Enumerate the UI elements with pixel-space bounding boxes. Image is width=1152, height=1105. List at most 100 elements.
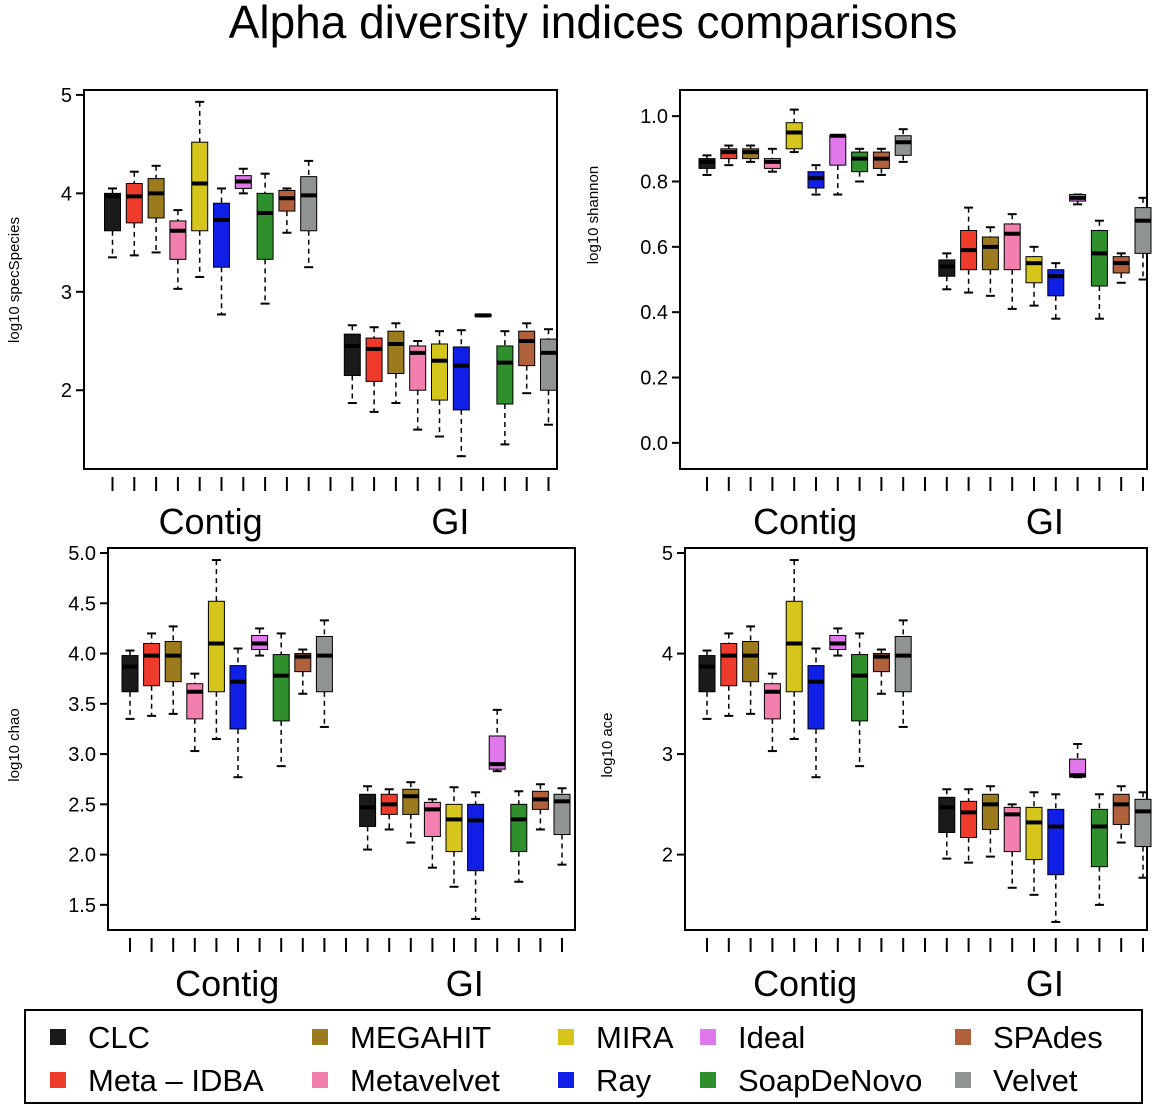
y-tick-label: 4 <box>61 183 72 205</box>
box-contig-ray <box>213 202 230 268</box>
box-gi-soapdenovo <box>1090 229 1108 287</box>
legend-label-ideal: Ideal <box>738 1020 805 1055</box>
box-gi-ideal <box>1069 758 1087 778</box>
box-contig-soapdenovo <box>256 192 274 260</box>
y-tick-label: 2.0 <box>68 845 96 867</box>
box-gi-spades <box>1112 793 1130 825</box>
box-contig-velvet <box>894 135 912 156</box>
box-contig-mira <box>191 141 209 232</box>
box-gi-velvet <box>553 793 571 836</box>
box-gi-velvet <box>540 338 557 391</box>
legend-frame <box>24 1009 1143 1104</box>
y-axis-label: log10 ace <box>599 712 616 777</box>
box-contig-ray <box>807 665 825 730</box>
legend-label-soapdenovo: SoapDeNovo <box>738 1063 922 1098</box>
plot-frame <box>107 547 576 931</box>
box-gi-clc <box>938 796 956 833</box>
y-axis-label: log10 shannon <box>585 166 602 264</box>
y-tick-label: 3 <box>61 282 72 304</box>
legend-swatch-velvet <box>955 1072 971 1088</box>
box-gi-metavelvet <box>409 345 427 391</box>
y-tick-label: 0.2 <box>640 368 668 390</box>
legend-swatch-mira <box>558 1029 574 1045</box>
box-gi-spades <box>518 330 536 367</box>
box-contig-velvet <box>894 635 912 693</box>
y-tick-label: 0.8 <box>640 171 668 193</box>
legend-swatch-spades <box>955 1029 971 1045</box>
y-tick-label: 4 <box>662 644 673 666</box>
y-tick-label: 5.0 <box>68 543 96 565</box>
box-gi-clc <box>343 333 361 376</box>
box-contig-meta-idba <box>143 643 161 687</box>
legend-label-spades: SPAdes <box>993 1020 1103 1055</box>
box-contig-clc <box>698 655 716 693</box>
legend-swatch-ideal <box>700 1029 716 1045</box>
box-gi-meta-idba <box>365 337 383 382</box>
legend-swatch-ray <box>558 1072 574 1088</box>
box-contig-ray <box>229 665 247 730</box>
box-gi-meta-idba <box>960 800 978 839</box>
group-label-gi: GI <box>1026 963 1064 1004</box>
legend-label-clc: CLC <box>88 1020 150 1055</box>
legend-swatch-megahit <box>312 1029 328 1045</box>
legend-swatch-meta-idba <box>50 1072 66 1088</box>
box-contig-velvet <box>315 635 333 693</box>
box-gi-megahit <box>402 788 420 815</box>
legend-label-megahit: MEGAHIT <box>350 1020 491 1055</box>
panel-ace: 2 3 4 5 log10 ace Contig GI <box>599 543 1152 1004</box>
box-gi-metavelvet <box>1003 806 1021 853</box>
box-contig-meta-idba <box>720 643 738 687</box>
box-gi-ray <box>1047 269 1065 297</box>
box-gi-soapdenovo <box>1090 808 1108 868</box>
box-gi-clc <box>359 793 377 827</box>
box-gi-metavelvet <box>1003 223 1021 271</box>
legend-label-ray: Ray <box>596 1063 652 1098</box>
plot-frame <box>684 547 1148 931</box>
legend-label-velvet: Velvet <box>993 1063 1078 1098</box>
y-tick-label: 0.4 <box>640 302 668 324</box>
box-contig-meta-idba <box>125 183 143 224</box>
legend-label-meta-idba: Meta – IDBA <box>88 1063 264 1098</box>
y-tick-label: 0.6 <box>640 237 668 259</box>
box-gi-soapdenovo <box>496 345 514 405</box>
group-label-contig: Contig <box>175 963 279 1004</box>
box-gi-mira <box>1025 806 1043 861</box>
y-tick-label: 2 <box>662 845 673 867</box>
legend-label-mira: MIRA <box>596 1020 674 1055</box>
group-label-contig: Contig <box>753 501 857 542</box>
box-gi-ideal <box>488 735 506 770</box>
box-gi-soapdenovo <box>510 803 528 853</box>
box-contig-spades <box>278 189 296 212</box>
box-contig-metavelvet <box>186 683 204 720</box>
y-tick-label: 3.5 <box>68 694 96 716</box>
y-tick-label: 5 <box>61 85 72 107</box>
panel-specspecies: 2 3 4 5 log10 specSpecies Contig GI <box>6 85 558 542</box>
box-gi-megahit <box>981 793 999 830</box>
y-tick-label: 2 <box>61 380 72 402</box>
box-contig-metavelvet <box>169 220 187 260</box>
box-contig-megahit <box>147 178 165 219</box>
box-gi-mira <box>445 803 463 853</box>
box-contig-soapdenovo <box>272 654 290 722</box>
y-tick-label: 3 <box>662 744 673 766</box>
box-gi-velvet <box>1134 207 1152 254</box>
box-contig-soapdenovo <box>851 654 869 722</box>
legend-swatch-clc <box>50 1029 66 1045</box>
legend: CLC Meta – IDBA MEGAHIT Metavelvet MIRA Ray Id… <box>24 1009 1143 1104</box>
box-contig-metavelvet <box>763 683 781 720</box>
group-label-gi: GI <box>1026 501 1064 542</box>
y-tick-label: 1.5 <box>68 895 96 917</box>
box-gi-mira <box>1025 256 1043 284</box>
box-contig-mira <box>207 600 225 693</box>
y-tick-label: 4.0 <box>68 644 96 666</box>
y-axis-label: log10 chao <box>6 708 23 781</box>
box-contig-clc <box>121 655 139 693</box>
box-gi-ray <box>1047 808 1065 876</box>
y-tick-label: 3.0 <box>68 744 96 766</box>
panel-chao: 1.5 2.0 2.5 3.0 3.5 4.0 4.5 5.0 log10 chao Contig… <box>6 543 576 1004</box>
y-tick-label: 4.5 <box>68 593 96 615</box>
y-tick-label: 2.5 <box>68 794 96 816</box>
group-label-gi: GI <box>431 501 469 542</box>
